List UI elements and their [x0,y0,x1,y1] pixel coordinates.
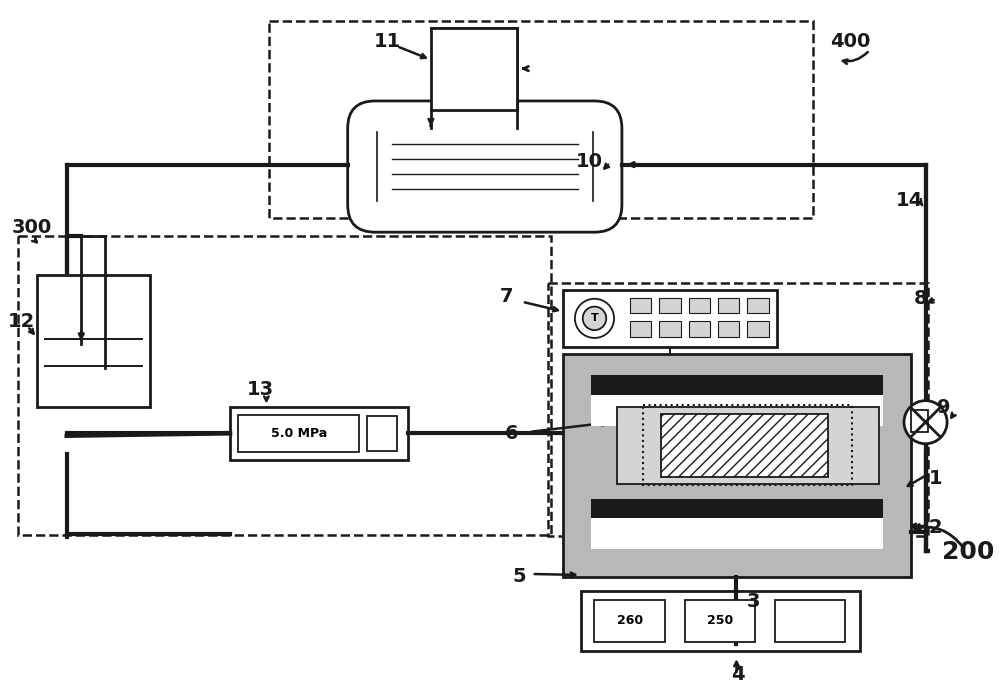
Text: 400: 400 [831,32,871,51]
Bar [563,290,777,347]
Bar [230,406,408,460]
Text: 13: 13 [247,380,274,399]
Bar [747,298,769,313]
Bar [718,298,739,313]
Bar [685,600,755,642]
Bar [689,322,710,337]
Bar [591,499,883,518]
Bar [775,600,845,642]
Bar [630,298,651,313]
Text: 10: 10 [576,152,603,171]
Text: 12: 12 [8,311,35,331]
Text: 300: 300 [12,219,52,237]
Bar [431,28,517,110]
Circle shape [575,299,614,338]
FancyBboxPatch shape [348,101,622,232]
Text: 4: 4 [731,665,744,684]
Text: T: T [591,313,598,324]
Bar [659,322,681,337]
Bar [659,298,681,313]
Bar [563,353,911,577]
Bar [747,322,769,337]
Bar [591,395,883,426]
Text: 5: 5 [512,567,526,586]
Text: 250: 250 [707,615,733,627]
Bar [617,408,879,484]
Text: 1: 1 [928,469,942,489]
Bar [718,322,739,337]
Text: 7: 7 [499,287,513,306]
Text: 6: 6 [504,424,518,443]
Bar [689,298,710,313]
Text: 11: 11 [374,32,401,51]
Bar [591,518,883,549]
Text: 5.0 MPa: 5.0 MPa [271,427,327,440]
Bar [581,591,860,651]
Circle shape [583,306,606,330]
Bar [594,600,665,642]
Bar [911,411,928,432]
Text: 9: 9 [937,397,951,417]
Bar [661,414,828,477]
Text: 200: 200 [942,540,995,564]
Bar [630,322,651,337]
Text: 8: 8 [914,289,927,308]
Text: 14: 14 [896,191,923,210]
Bar [37,275,150,408]
Bar [591,375,883,395]
Bar [238,415,359,451]
Text: 2: 2 [928,518,942,537]
Text: 260: 260 [617,615,643,627]
Bar [367,416,397,451]
Text: 3: 3 [746,591,760,611]
Circle shape [904,401,947,444]
